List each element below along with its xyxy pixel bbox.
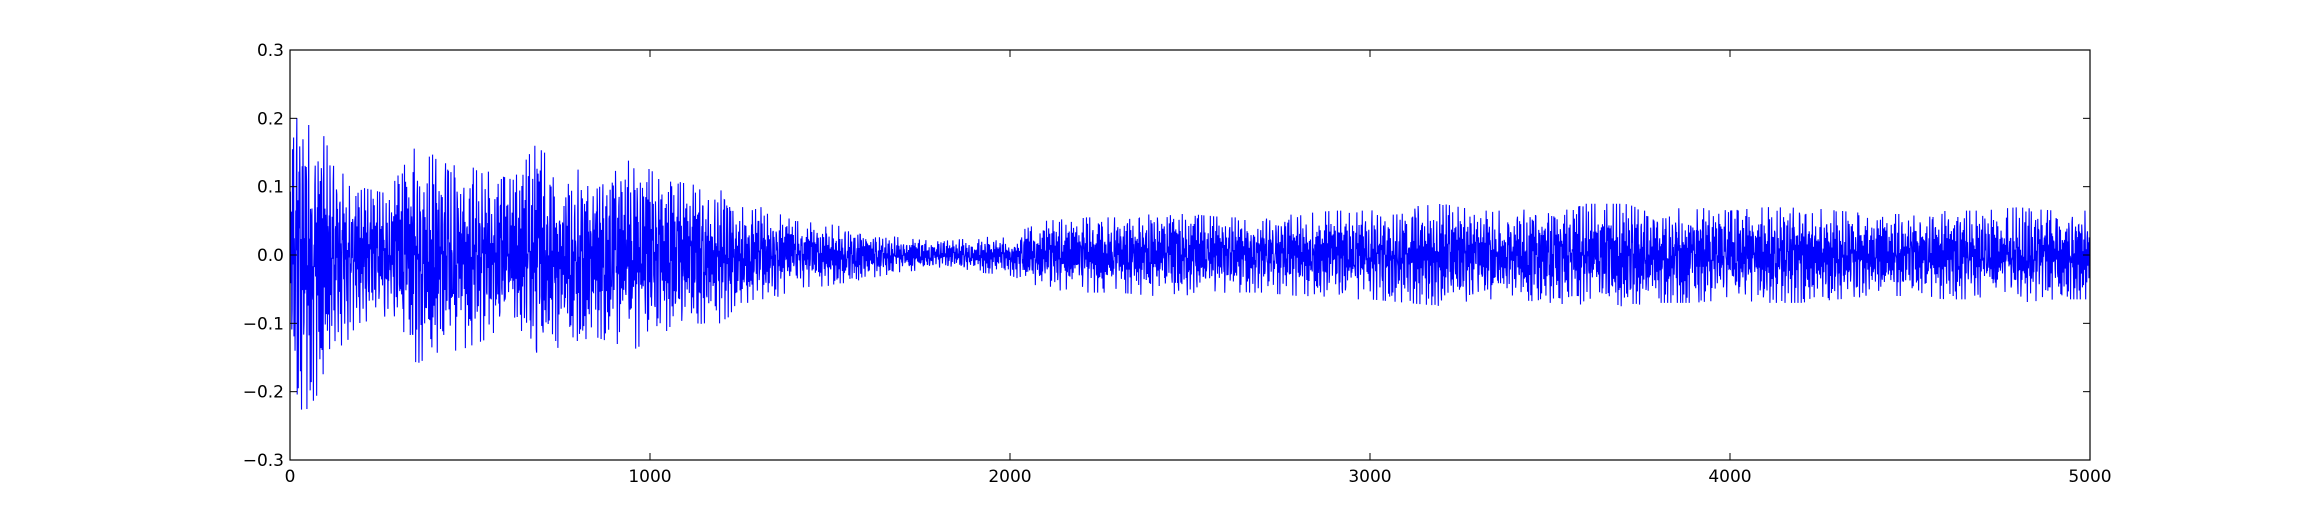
y-tick-label: 0.2 bbox=[257, 109, 284, 129]
x-tick-label: 1000 bbox=[628, 467, 671, 487]
x-tick-label: 5000 bbox=[2068, 467, 2111, 487]
series-line bbox=[290, 118, 2090, 410]
y-tick-label: 0.0 bbox=[257, 246, 284, 266]
y-tick-label: −0.2 bbox=[243, 383, 284, 403]
y-tick-label: −0.3 bbox=[243, 451, 284, 471]
x-tick-label: 0 bbox=[285, 467, 296, 487]
x-tick-label: 3000 bbox=[1348, 467, 1391, 487]
y-tick-label: −0.1 bbox=[243, 314, 284, 334]
x-tick-label: 4000 bbox=[1708, 467, 1751, 487]
axes-layer: 0 1000 2000 3000 4000 5000 0.3 0.2 0.1 0.0 −0.1 −0.… bbox=[243, 41, 2112, 487]
x-tick-label: 2000 bbox=[988, 467, 1031, 487]
y-tick-label: 0.1 bbox=[257, 178, 284, 198]
y-tick-label: 0.3 bbox=[257, 41, 284, 61]
plot-layer bbox=[290, 118, 2090, 410]
